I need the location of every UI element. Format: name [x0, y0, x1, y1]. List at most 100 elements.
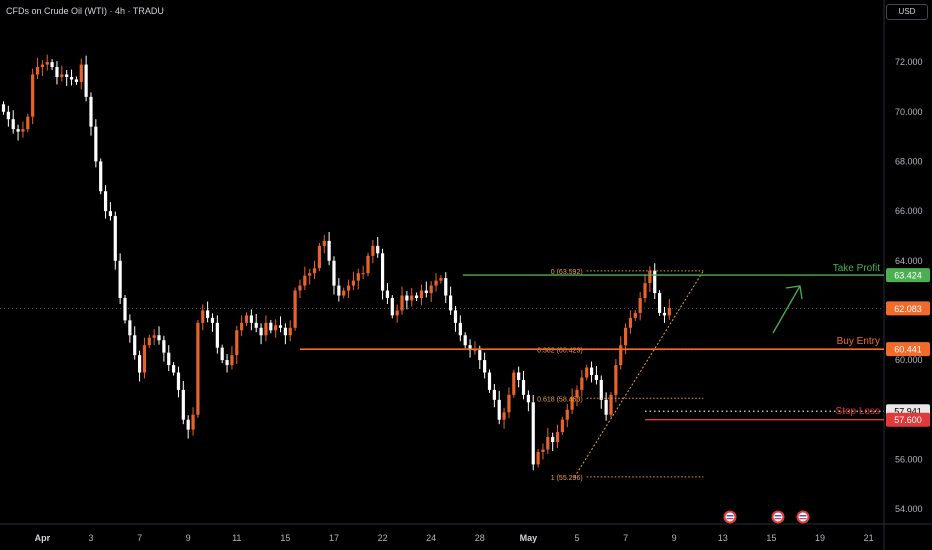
- candle: [84, 64, 88, 97]
- candle: [65, 74, 69, 77]
- candle: [521, 379, 526, 395]
- x-tick-label: 24: [426, 533, 436, 543]
- candle: [293, 290, 297, 328]
- candle: [453, 310, 458, 323]
- candle: [103, 191, 108, 212]
- candle: [308, 273, 312, 276]
- currency-selector[interactable]: USD: [886, 4, 928, 20]
- candle: [176, 372, 181, 390]
- x-tick-label: 7: [137, 533, 142, 543]
- candle: [128, 320, 132, 336]
- candle: [215, 322, 219, 348]
- up-arrow-head-icon: [785, 285, 803, 300]
- candle: [463, 335, 467, 346]
- candle: [623, 327, 628, 346]
- x-tick-label: 22: [378, 533, 388, 543]
- candle: [619, 345, 623, 366]
- x-tick-label: 11: [232, 533, 241, 543]
- candle: [502, 412, 506, 420]
- candle: [118, 260, 122, 299]
- x-tick-label: 7: [623, 533, 628, 543]
- x-tick-label: 28: [475, 533, 485, 543]
- candle: [26, 116, 30, 130]
- candle: [662, 312, 667, 316]
- candle: [410, 295, 414, 301]
- take-profit-label: Take Profit: [833, 263, 880, 274]
- candle: [35, 67, 40, 75]
- candle: [298, 285, 302, 291]
- candle: [366, 255, 370, 274]
- candle: [142, 345, 147, 373]
- candle: [249, 315, 253, 323]
- candle: [89, 96, 93, 127]
- candle: [434, 280, 438, 286]
- candle: [11, 119, 15, 130]
- candle: [162, 340, 166, 353]
- stop-loss-price-badge-text: 57.941: [894, 407, 922, 417]
- x-tick-label: 3: [88, 533, 93, 543]
- candle: [186, 419, 190, 430]
- candle: [157, 335, 161, 341]
- candle: [69, 76, 74, 80]
- candle: [643, 283, 647, 299]
- candle: [371, 245, 375, 256]
- candle: [244, 315, 249, 323]
- candle: [536, 451, 540, 465]
- candle: [395, 310, 399, 316]
- candle: [327, 240, 331, 261]
- candle: [449, 295, 453, 311]
- candle: [458, 322, 462, 336]
- candle: [269, 322, 273, 331]
- candle: [317, 245, 321, 269]
- candle: [332, 260, 336, 286]
- candle: [667, 307, 671, 316]
- candle: [380, 253, 385, 291]
- candle: [526, 394, 530, 403]
- candle: [6, 111, 10, 120]
- candle: [79, 64, 83, 82]
- y-tick-label: 54.000: [895, 504, 923, 514]
- candle: [487, 372, 492, 390]
- candle: [653, 270, 657, 294]
- candle: [21, 129, 25, 132]
- us-flag-event-icon: [771, 510, 785, 524]
- us-flag-stripe-icon: [774, 515, 782, 517]
- candle: [361, 273, 365, 275]
- candle: [517, 372, 521, 380]
- candle: [337, 285, 341, 296]
- candle: [648, 270, 652, 284]
- candle: [152, 335, 156, 338]
- candle: [351, 280, 356, 286]
- buy-entry-price-badge: [886, 342, 930, 357]
- candle: [133, 335, 137, 356]
- candle: [235, 330, 239, 356]
- candle: [473, 350, 477, 352]
- candle: [210, 317, 215, 323]
- candle: [638, 298, 642, 313]
- candle: [31, 74, 35, 117]
- candle: [628, 317, 633, 328]
- fib-trend-line: [574, 270, 704, 478]
- candle: [113, 216, 117, 261]
- candle: [444, 278, 448, 296]
- candle: [181, 389, 185, 420]
- x-tick-label: 5: [574, 533, 579, 543]
- candle: [531, 402, 535, 465]
- candle: [283, 327, 287, 336]
- candle: [264, 322, 268, 336]
- candle: [551, 437, 555, 443]
- candle: [585, 367, 589, 378]
- fib-level-label: 1 (55.296): [551, 475, 583, 482]
- us-flag-event-icon: [723, 510, 737, 524]
- candle: [385, 290, 390, 299]
- us-flag-stripe-icon: [799, 518, 807, 520]
- candle: [201, 310, 205, 323]
- candle: [492, 389, 496, 400]
- x-tick-label: 17: [329, 533, 339, 543]
- candle: [55, 67, 59, 77]
- y-tick-label: 60.000: [895, 355, 923, 365]
- candle: [541, 449, 545, 452]
- candle: [483, 360, 487, 373]
- candle: [633, 312, 637, 318]
